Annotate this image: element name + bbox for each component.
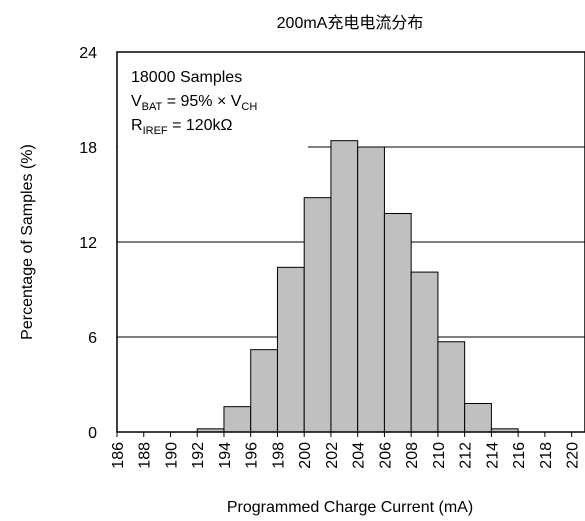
x-tick-label: 194	[217, 442, 234, 469]
x-tick-label: 208	[404, 442, 421, 469]
x-tick-label: 188	[137, 442, 154, 469]
bar	[250, 349, 278, 433]
bar	[437, 341, 466, 433]
y-axis-label: Percentage of Samples (%)	[19, 144, 36, 340]
x-tick-label: 190	[163, 442, 180, 469]
annotation-subscript: CH	[241, 101, 257, 113]
y-tick-label: 18	[79, 140, 97, 157]
x-tick-label: 186	[110, 442, 127, 469]
annotation-text: 18000 Samples	[131, 69, 242, 86]
x-tick-label: 216	[511, 442, 528, 469]
bar	[357, 146, 385, 433]
bar	[410, 271, 439, 433]
y-tick-label: 6	[88, 330, 97, 347]
annotation-subscript: IREF	[143, 125, 168, 137]
x-tick-label: 192	[190, 442, 207, 469]
annotation-text: V	[131, 93, 142, 110]
annotation-text: R	[131, 117, 143, 134]
annotation: 18000 Samples	[131, 69, 242, 86]
plot-frame	[116, 51, 585, 433]
x-tick-label: 218	[538, 442, 555, 469]
annotation-text: = 120kΩ	[168, 117, 233, 134]
bar	[303, 197, 332, 433]
bar	[223, 406, 252, 433]
annotation-text: = 95% × V	[162, 93, 241, 110]
y-tick-label: 0	[88, 425, 97, 442]
x-axis-label: Programmed Charge Current (mA)	[227, 499, 473, 516]
annotation: RIREF = 120kΩ	[131, 117, 233, 137]
x-tick-label: 210	[431, 442, 448, 469]
x-tick-label: 204	[351, 442, 368, 469]
x-tick-label: 212	[458, 442, 475, 469]
annotation-subscript: BAT	[142, 101, 163, 113]
annotation: VBAT = 95% × VCH	[131, 93, 257, 113]
x-tick-label: 220	[565, 442, 582, 469]
y-tick-label: 12	[79, 235, 97, 252]
x-tick-label: 198	[270, 442, 287, 469]
x-tick-label: 196	[244, 442, 261, 469]
y-tick-label: 24	[79, 45, 97, 62]
bar	[383, 213, 412, 433]
bar	[464, 403, 492, 433]
bar	[330, 140, 359, 433]
x-tick-label: 214	[484, 442, 501, 469]
x-tick-label: 206	[377, 442, 394, 469]
annotation-background	[118, 53, 308, 153]
x-tick-label: 200	[297, 442, 314, 469]
bar	[276, 266, 305, 433]
chart-title: 200mA充电电流分布	[277, 14, 424, 32]
x-tick-label: 202	[324, 442, 341, 469]
